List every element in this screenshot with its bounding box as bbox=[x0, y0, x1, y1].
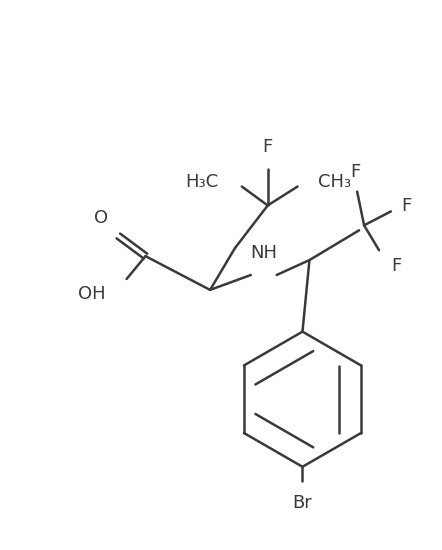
Text: H₃C: H₃C bbox=[185, 173, 218, 191]
Text: F: F bbox=[401, 197, 411, 216]
Text: O: O bbox=[94, 210, 108, 227]
Text: F: F bbox=[350, 163, 360, 180]
Text: F: F bbox=[391, 257, 401, 275]
Text: OH: OH bbox=[78, 285, 106, 303]
Text: CH₃: CH₃ bbox=[318, 173, 351, 191]
Text: F: F bbox=[263, 138, 273, 156]
Text: Br: Br bbox=[293, 493, 312, 512]
Text: NH: NH bbox=[250, 244, 277, 262]
